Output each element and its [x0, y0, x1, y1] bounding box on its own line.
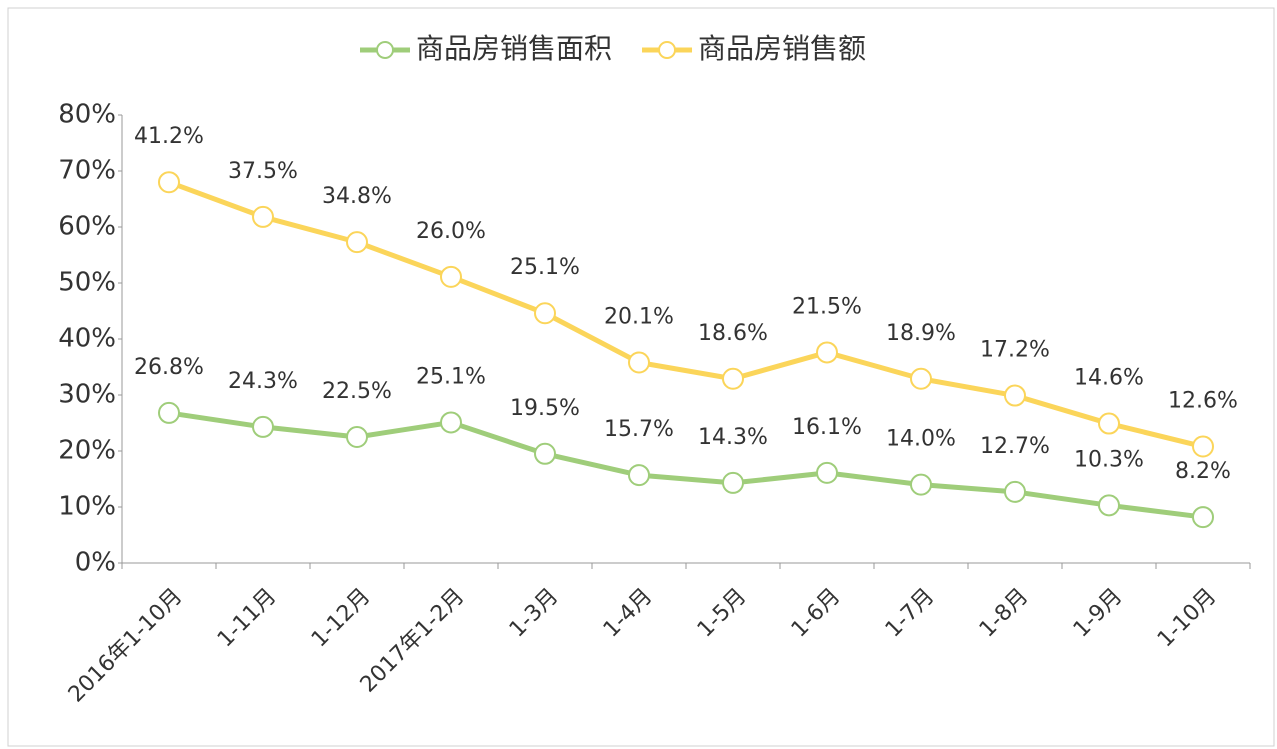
legend-marker [658, 41, 677, 59]
legend-label: 商品房销售额 [698, 32, 866, 65]
data-label: 26.0% [416, 219, 486, 244]
data-label: 10.3% [1074, 447, 1144, 472]
point [346, 231, 368, 254]
point [252, 415, 274, 438]
data-label: 12.7% [980, 434, 1050, 459]
point [534, 302, 556, 325]
point [440, 265, 462, 288]
y-tick-label: 20% [58, 436, 116, 466]
chart-border [7, 7, 1275, 747]
series-line [168, 179, 1204, 449]
point [158, 171, 180, 194]
data-label: 24.3% [228, 369, 298, 394]
point [1004, 480, 1026, 503]
point [534, 442, 556, 465]
series-line [168, 410, 1204, 520]
data-label: 25.1% [510, 255, 580, 280]
data-label: 20.1% [604, 305, 674, 330]
data-label: 12.6% [1168, 389, 1238, 414]
data-label: 41.2% [134, 124, 204, 149]
data-label: 15.7% [604, 417, 674, 442]
y-tick-label: 40% [58, 324, 116, 354]
point [1098, 412, 1120, 435]
point [158, 401, 180, 424]
data-label: 22.5% [322, 379, 392, 404]
point [346, 426, 368, 448]
point [440, 411, 462, 434]
point [816, 461, 838, 484]
point [910, 473, 932, 496]
data-label: 25.1% [416, 364, 486, 389]
y-tick-label: 0% [75, 548, 116, 578]
y-tick-label: 10% [58, 492, 116, 522]
data-label: 34.8% [322, 184, 392, 209]
point [628, 464, 650, 487]
data-label: 18.9% [886, 321, 956, 346]
point [1004, 384, 1026, 407]
y-tick-label: 50% [58, 268, 116, 298]
data-label: 19.5% [510, 396, 580, 421]
y-tick-label: 30% [58, 380, 116, 410]
data-label: 26.8% [134, 355, 204, 380]
point [1192, 435, 1214, 458]
y-tick-label: 60% [58, 212, 116, 242]
legend-label: 商品房销售面积 [416, 32, 612, 65]
data-label: 14.6% [1074, 366, 1144, 391]
point [722, 471, 744, 494]
point [628, 351, 650, 374]
data-label: 14.0% [886, 427, 956, 452]
point [816, 341, 838, 364]
data-label: 21.5% [792, 294, 862, 319]
data-label: 14.3% [698, 425, 768, 450]
data-label: 17.2% [980, 338, 1050, 363]
point [1192, 506, 1214, 529]
point [722, 367, 744, 390]
point [1098, 494, 1120, 517]
legend-marker [376, 41, 394, 59]
data-label: 16.1% [792, 415, 862, 440]
data-label: 37.5% [228, 159, 298, 184]
point [910, 367, 932, 390]
y-tick-label: 70% [58, 156, 116, 186]
y-tick-label: 80% [58, 100, 116, 130]
data-label: 18.6% [698, 321, 768, 346]
data-label: 8.2% [1175, 459, 1231, 484]
point [252, 205, 274, 228]
